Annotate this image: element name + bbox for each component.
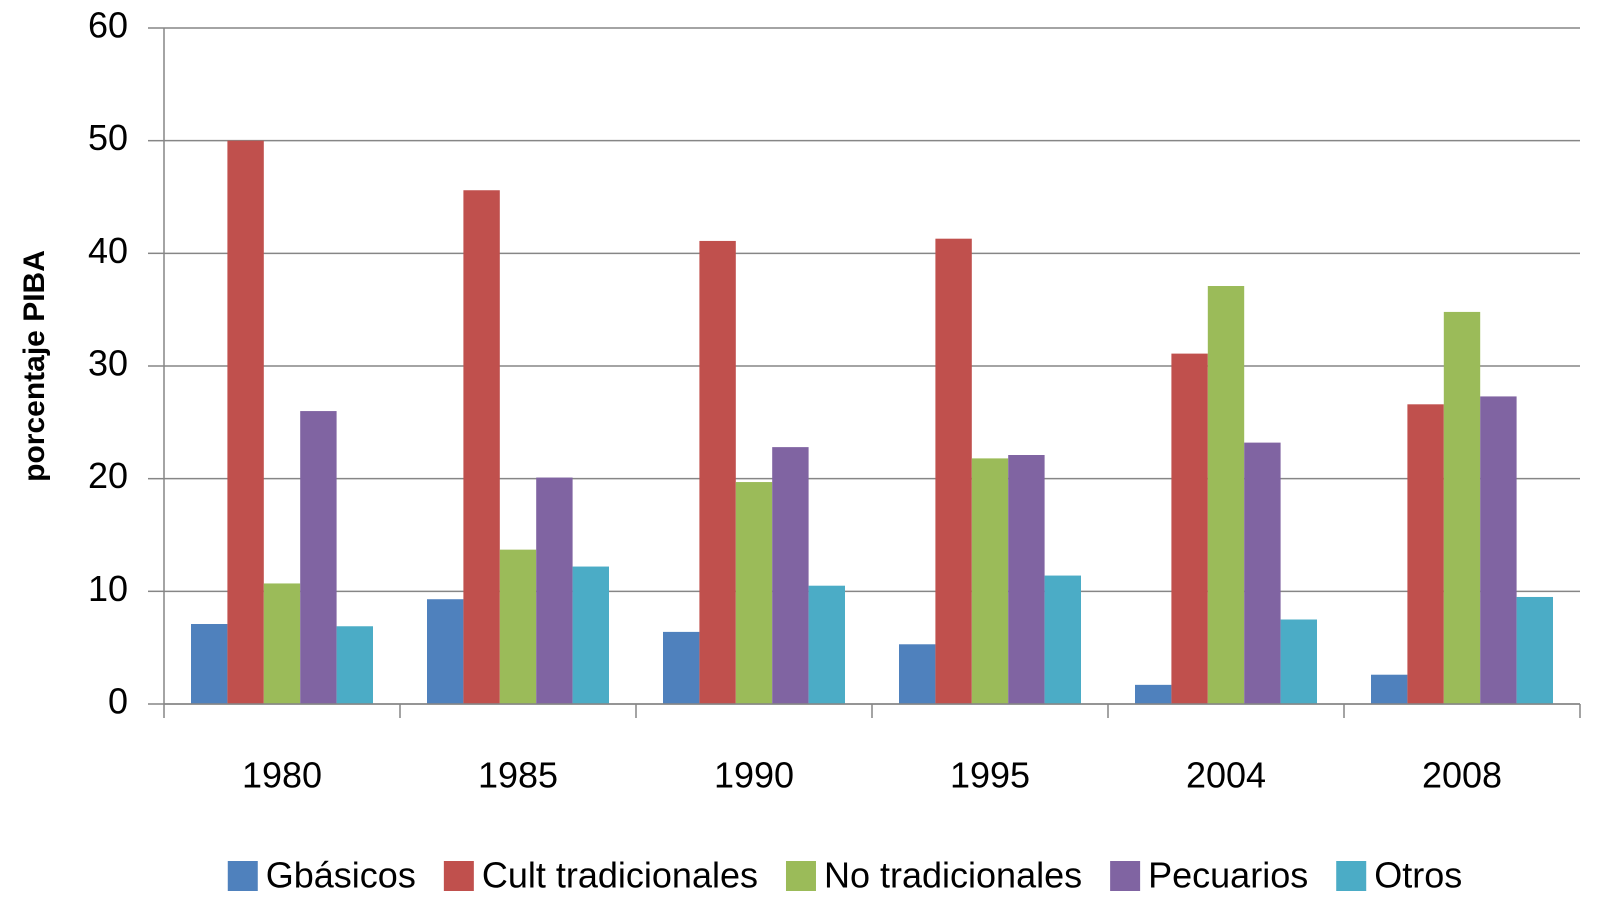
x-tick-label: 2008 (1422, 755, 1502, 796)
y-tick-label: 60 (88, 5, 128, 46)
legend-label: Cult tradicionales (482, 855, 758, 896)
x-tick-label: 1985 (478, 755, 558, 796)
bar (336, 626, 373, 704)
y-tick-label: 0 (108, 681, 128, 722)
bar (227, 140, 264, 704)
bar (1044, 575, 1081, 704)
legend-label: Pecuarios (1148, 855, 1308, 896)
legend-marker (227, 861, 258, 891)
bar (536, 477, 573, 704)
y-tick-label: 10 (88, 568, 128, 609)
x-tick-label: 1995 (950, 755, 1030, 796)
bar (1008, 455, 1045, 704)
bar (663, 631, 700, 704)
legend-label: Otros (1374, 855, 1462, 896)
legend-marker (1336, 861, 1367, 891)
y-tick-label: 40 (88, 230, 128, 271)
bar (699, 240, 736, 704)
bar (1407, 404, 1444, 704)
legend-label: Gbásicos (266, 855, 416, 896)
legend-label: No tradicionales (824, 855, 1082, 896)
bar (300, 411, 337, 704)
bar (191, 624, 228, 704)
bar (263, 583, 301, 704)
bar (1443, 311, 1481, 704)
legend-marker (1110, 861, 1141, 891)
bar (899, 644, 936, 704)
y-tick-label: 20 (88, 455, 128, 496)
x-tick-label: 2004 (1186, 755, 1266, 796)
bar (1371, 674, 1408, 704)
bar (1171, 353, 1208, 704)
y-axis-label: porcentaje PIBA (18, 250, 51, 482)
bar (1480, 396, 1517, 704)
bar (499, 549, 537, 704)
bar (772, 447, 809, 704)
x-tick-label: 1980 (242, 755, 322, 796)
y-tick-label: 50 (88, 117, 128, 158)
bar (808, 585, 845, 704)
x-tick-label: 1990 (714, 755, 794, 796)
bar (1280, 619, 1317, 704)
y-tick-label: 30 (88, 343, 128, 384)
bar (971, 458, 1009, 704)
bar (935, 238, 972, 705)
bar (572, 566, 609, 704)
bar (1135, 684, 1172, 704)
bar (1516, 596, 1553, 704)
legend-marker (785, 861, 816, 891)
bar (1244, 442, 1281, 704)
bar (735, 482, 773, 704)
legend-marker (443, 861, 474, 891)
bar (427, 599, 464, 704)
bar (1207, 286, 1245, 704)
bar (463, 190, 500, 705)
